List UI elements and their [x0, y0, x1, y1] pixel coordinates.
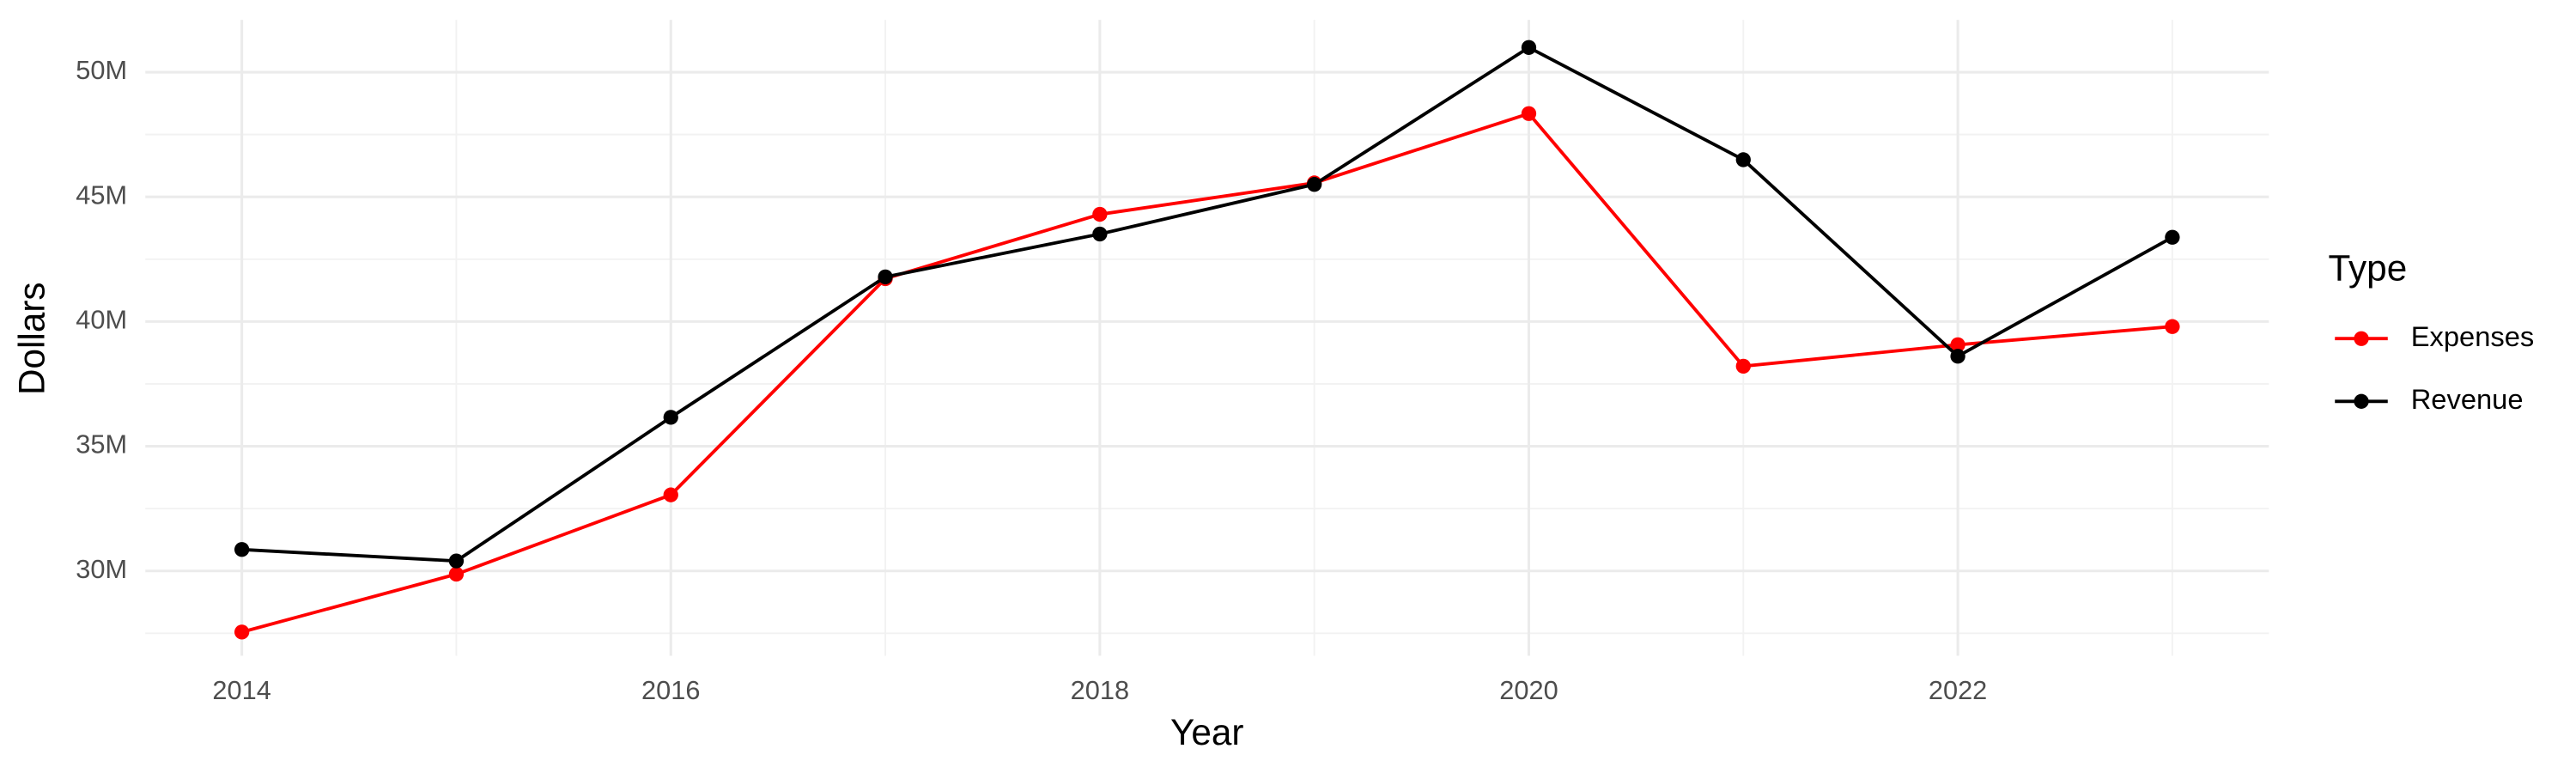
y-axis-title: Dollars — [12, 282, 52, 395]
legend-key-point — [2354, 393, 2369, 409]
series-line — [241, 112, 2173, 634]
data-point — [663, 487, 678, 502]
data-point — [1521, 106, 1537, 121]
x-tick-label: 2020 — [1499, 675, 1558, 705]
data-point — [1092, 226, 1108, 242]
y-tick-label: 30M — [76, 554, 127, 584]
data-point — [1307, 177, 1322, 192]
data-point — [234, 624, 250, 640]
data-point — [663, 410, 678, 425]
data-point — [1950, 337, 1965, 353]
data-point — [2165, 319, 2180, 334]
series-line — [241, 46, 2173, 563]
data-point — [448, 566, 465, 582]
legend-label: Revenue — [2411, 383, 2524, 415]
x-tick-label: 2022 — [1929, 675, 1987, 705]
data-point — [1521, 40, 1537, 55]
data-point — [878, 269, 893, 285]
data-point — [1735, 358, 1751, 374]
x-tick-label: 2014 — [212, 675, 270, 705]
y-tick-label: 45M — [76, 180, 127, 210]
legend-title: Type — [2329, 248, 2408, 289]
x-tick-label: 2016 — [641, 675, 700, 705]
y-tick-label: 35M — [76, 429, 127, 460]
x-tick-label: 2018 — [1071, 675, 1129, 705]
data-point — [448, 553, 465, 569]
data-point — [1950, 349, 1965, 364]
data-point — [1092, 206, 1108, 222]
x-axis-title: Year — [1170, 712, 1243, 752]
data-point — [234, 542, 250, 557]
legend-label: Expenses — [2411, 320, 2535, 352]
grid — [145, 20, 2269, 656]
y-tick-label: 50M — [76, 55, 127, 85]
data-point — [1735, 152, 1751, 167]
data-point — [2165, 229, 2180, 245]
legend-key-point — [2354, 331, 2369, 346]
y-tick-label: 40M — [76, 305, 127, 335]
